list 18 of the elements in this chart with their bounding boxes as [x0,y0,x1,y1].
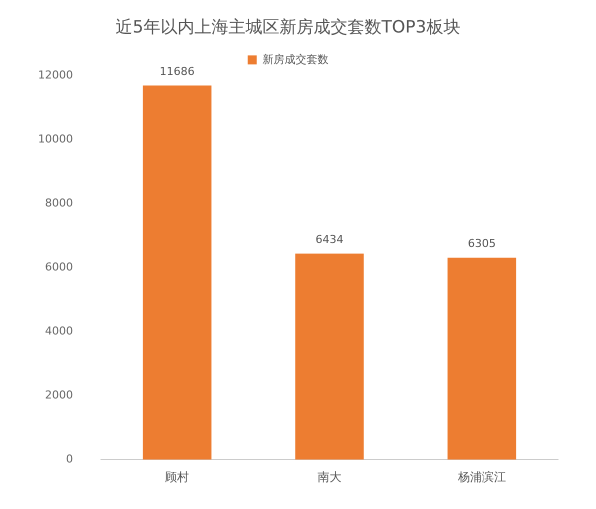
y-tick-label: 10000 [38,132,73,146]
chart-title: 近5年以内上海主城区新房成交套数TOP3板块 [116,18,460,38]
x-tick-label: 顾村 [165,470,190,484]
y-tick-label: 0 [66,452,73,466]
y-tick-label: 4000 [44,324,73,338]
y-tick-label: 2000 [44,388,73,402]
x-tick-label: 杨浦滨江 [456,470,506,484]
bar [295,254,364,460]
y-tick-label: 12000 [38,68,73,82]
bar [448,258,516,460]
y-tick-label: 8000 [44,196,73,210]
data-label: 6434 [315,232,344,246]
legend-label: 新房成交套数 [262,52,328,66]
x-tick-label: 南大 [317,470,342,484]
data-label: 6305 [468,237,496,250]
data-label: 11686 [160,64,195,78]
bar [142,85,212,460]
y-tick-label: 6000 [44,260,73,274]
